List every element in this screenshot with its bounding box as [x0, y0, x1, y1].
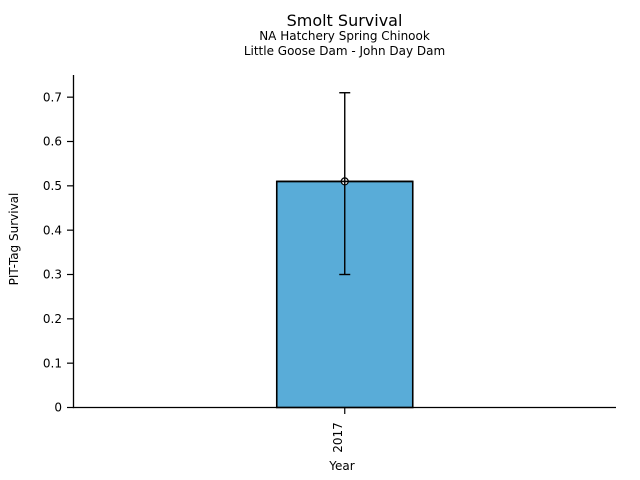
y-tick-label: 0.3: [43, 268, 62, 282]
chart-subtitle-line-2: Little Goose Dam - John Day Dam: [243, 44, 446, 58]
x-axis-label: Year: [329, 459, 355, 473]
x-tick-label: 2017: [331, 422, 345, 453]
y-tick-label: 0.7: [43, 90, 62, 104]
chart-title: Smolt Survival: [286, 11, 403, 30]
y-tick-label: 0.4: [43, 223, 62, 237]
y-tick-label: 0.6: [43, 135, 62, 149]
y-tick-label: 0.1: [43, 356, 62, 370]
y-tick-label: 0: [54, 401, 62, 415]
y-tick-label: 0.5: [43, 179, 62, 193]
y-tick-label: 0.2: [43, 312, 62, 326]
chart-subtitle-line-1: NA Hatchery Spring Chinook: [259, 29, 430, 43]
